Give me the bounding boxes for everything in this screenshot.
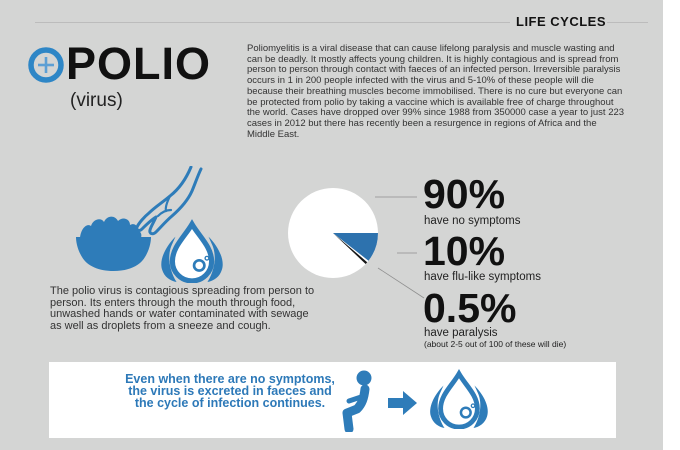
stat-value-flu-like: 10% — [423, 228, 506, 274]
stat-note-paralysis: (about 2-5 out of 100 of these will die) — [424, 339, 567, 349]
header-rule-left — [35, 22, 510, 23]
page-title: LIFE CYCLES — [516, 14, 607, 29]
stat-label-paralysis: have paralysis — [424, 327, 498, 339]
cycle-banner: Even when there are no symptoms, the vir… — [49, 362, 616, 438]
arrow-right-icon — [388, 391, 417, 415]
pie-chart — [288, 188, 425, 299]
hand-icon — [135, 166, 203, 236]
banner-line-3: the cycle of infection continues. — [134, 395, 326, 410]
hand-and-food-bowl-icon — [76, 166, 203, 271]
stat-label-flu-like: have flu-like symptoms — [424, 271, 541, 283]
transmission-paragraph: The polio virus is contagious spreading … — [50, 285, 315, 332]
pie-slice-paralysis — [333, 233, 368, 264]
stat-value-paralysis: 0.5% — [423, 285, 517, 331]
pie-slice-flu-like — [333, 233, 378, 261]
stat-label-no-symptoms: have no symptoms — [424, 215, 521, 227]
disease-subtitle: (virus) — [70, 90, 123, 111]
sewage-water-drop-icon — [159, 219, 225, 283]
person-sitting-icon — [342, 370, 372, 432]
banner-text: Even when there are no symptoms, the vir… — [101, 372, 359, 410]
intro-paragraph: Poliomyelitis is a viral disease that ca… — [247, 43, 625, 140]
leader-line-05 — [377, 267, 425, 299]
disease-title: POLIO — [66, 38, 212, 89]
header-rule-right — [607, 22, 648, 23]
banner-line-2: the virus is excreted in faeces and — [128, 383, 332, 398]
sewage-water-drop-icon — [428, 369, 490, 429]
virus-plus-circle-icon — [28, 47, 64, 83]
banner-line-1: Even when there are no symptoms, — [125, 372, 335, 386]
stat-value-no-symptoms: 90% — [423, 171, 506, 217]
